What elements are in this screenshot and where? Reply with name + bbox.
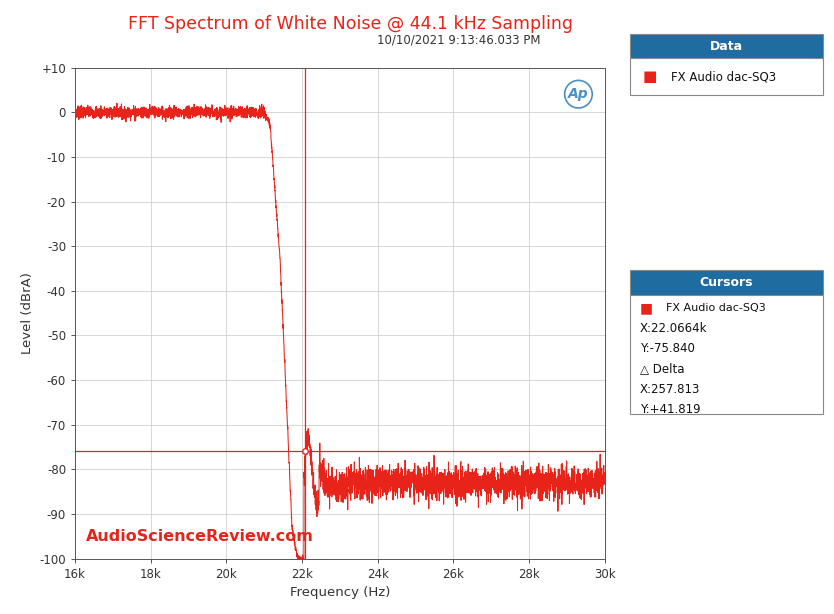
Text: Ap: Ap — [568, 87, 589, 101]
Text: AudioScienceReview.com: AudioScienceReview.com — [86, 529, 314, 544]
Text: X:257.813: X:257.813 — [640, 383, 700, 396]
Text: Y:-75.840: Y:-75.840 — [640, 342, 695, 356]
Text: ■: ■ — [642, 69, 656, 84]
Y-axis label: Level (dBrA): Level (dBrA) — [21, 272, 34, 354]
Text: 10/10/2021 9:13:46.033 PM: 10/10/2021 9:13:46.033 PM — [377, 34, 540, 47]
Text: FX Audio dac-SQ3: FX Audio dac-SQ3 — [666, 303, 766, 313]
Text: ■: ■ — [640, 301, 653, 315]
Text: △ Delta: △ Delta — [640, 362, 684, 376]
Text: Cursors: Cursors — [700, 276, 753, 289]
X-axis label: Frequency (Hz): Frequency (Hz) — [289, 586, 390, 599]
Text: Y:+41.819: Y:+41.819 — [640, 403, 701, 416]
Text: Data: Data — [710, 39, 743, 53]
Text: FFT Spectrum of White Noise @ 44.1 kHz Sampling: FFT Spectrum of White Noise @ 44.1 kHz S… — [128, 15, 573, 33]
Text: FX Audio dac-SQ3: FX Audio dac-SQ3 — [671, 70, 776, 84]
Text: X:22.0664k: X:22.0664k — [640, 322, 707, 335]
